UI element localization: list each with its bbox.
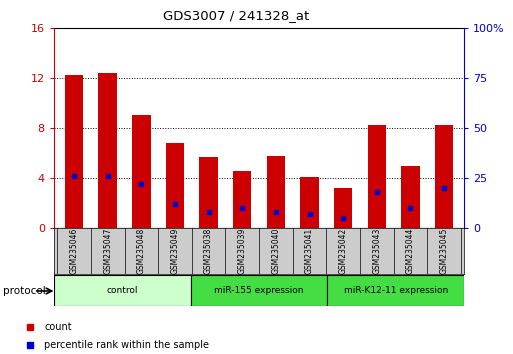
Bar	[200, 157, 218, 228]
Text: GSM235042: GSM235042	[339, 227, 348, 274]
Bar	[401, 166, 420, 228]
Text: GSM235047: GSM235047	[103, 227, 112, 274]
Text: GSM235048: GSM235048	[137, 227, 146, 274]
Bar	[98, 73, 117, 228]
Text: GSM235038: GSM235038	[204, 227, 213, 274]
Text: miR-K12-11 expression: miR-K12-11 expression	[344, 286, 448, 295]
Bar	[132, 115, 151, 228]
Bar	[233, 171, 251, 228]
Text: protocol: protocol	[3, 286, 45, 296]
Bar	[300, 177, 319, 228]
Bar	[334, 188, 352, 228]
Text: miR-155 expression: miR-155 expression	[214, 286, 304, 295]
Text: GSM235040: GSM235040	[271, 227, 281, 274]
Bar	[166, 143, 184, 228]
Text: GSM235041: GSM235041	[305, 227, 314, 274]
Text: GSM235039: GSM235039	[238, 227, 247, 274]
Bar	[267, 156, 285, 228]
Bar	[54, 275, 191, 306]
Text: GSM235045: GSM235045	[440, 227, 448, 274]
Text: control: control	[107, 286, 138, 295]
Bar	[327, 275, 464, 306]
Text: count: count	[44, 322, 72, 332]
Bar	[435, 125, 453, 228]
Text: GDS3007 / 241328_at: GDS3007 / 241328_at	[163, 9, 309, 22]
Bar	[65, 75, 83, 228]
Text: GSM235044: GSM235044	[406, 227, 415, 274]
Bar	[367, 125, 386, 228]
Text: GSM235049: GSM235049	[170, 227, 180, 274]
Bar	[191, 275, 327, 306]
Text: GSM235043: GSM235043	[372, 227, 381, 274]
Text: percentile rank within the sample: percentile rank within the sample	[44, 341, 209, 350]
Text: GSM235046: GSM235046	[70, 227, 78, 274]
